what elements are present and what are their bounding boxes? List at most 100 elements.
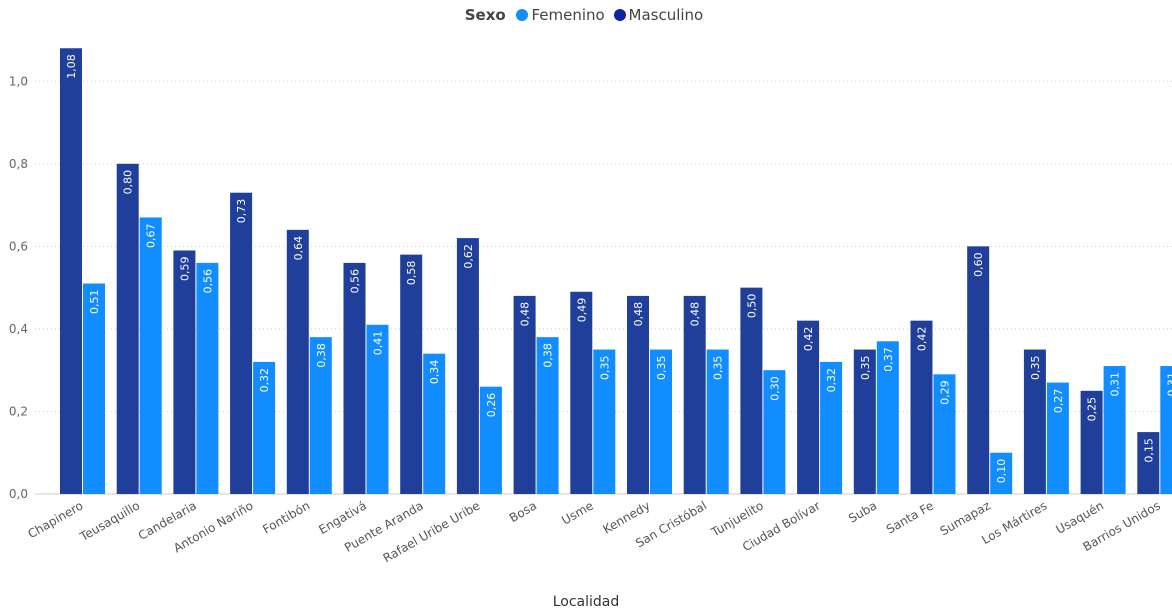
data-label-masculino: 0,25 [1086, 397, 1099, 422]
data-label-masculino: 0,48 [632, 302, 645, 327]
data-label-femenino: 0,32 [258, 368, 271, 393]
data-label-femenino: 0,32 [825, 368, 838, 393]
data-label-masculino: 0,50 [745, 294, 758, 319]
bar-masculino [1080, 390, 1103, 494]
data-label-femenino: 0,35 [712, 356, 725, 381]
bar-masculino [853, 349, 876, 494]
data-label-femenino: 0,34 [428, 360, 441, 385]
bar-femenino [990, 452, 1013, 494]
data-label-femenino: 0,31 [1165, 372, 1172, 397]
bar-femenino [593, 349, 616, 494]
data-label-femenino: 0,10 [995, 459, 1008, 484]
bar-masculino [513, 295, 536, 494]
bar-masculino [740, 287, 763, 494]
data-label-masculino: 0,80 [122, 170, 135, 195]
bar-masculino [456, 238, 479, 494]
bar-femenino [83, 283, 105, 494]
data-label-masculino: 0,49 [575, 298, 588, 323]
y-tick-label: 1,0 [9, 74, 28, 88]
x-tick-label: Santa Fe [884, 498, 936, 536]
data-label-femenino: 0,56 [201, 269, 214, 294]
data-label-femenino: 0,38 [542, 343, 555, 368]
x-tick-label: Fontibón [260, 498, 312, 536]
data-label-femenino: 0,67 [145, 223, 158, 248]
data-label-femenino: 0,38 [315, 343, 328, 368]
x-tick-label: Usme [559, 498, 596, 527]
data-label-femenino: 0,51 [88, 290, 101, 315]
x-axis-title: Localidad [552, 594, 620, 610]
bar-masculino [967, 246, 990, 494]
bar-femenino [139, 217, 162, 495]
bar-masculino [173, 250, 196, 494]
data-label-masculino: 0,62 [462, 244, 475, 268]
data-label-masculino: 0,15 [1142, 438, 1155, 463]
legend: Sexo Femenino Masculino [0, 6, 1172, 24]
data-label-masculino: 0,48 [519, 302, 532, 327]
bar-femenino [366, 324, 389, 494]
bar-masculino [683, 295, 706, 494]
bar-femenino [479, 386, 502, 494]
x-tick-label: Chapinero [25, 498, 85, 541]
bar-femenino [536, 337, 559, 494]
y-tick-label: 0,4 [9, 322, 28, 336]
y-tick-label: 0,6 [9, 239, 28, 253]
bar-masculino [230, 192, 253, 494]
bar-masculino [1023, 349, 1046, 494]
bar-chart: 0,0 0,2 0,4 0,6 0,8 1,0 1,08 0,51 Chapinero 0,80 0… [9, 48, 1172, 565]
bar-masculino [60, 48, 82, 494]
legend-swatch-masculino [613, 9, 626, 21]
legend-item-femenino[interactable]: Femenino [516, 6, 609, 24]
data-label-masculino: 0,35 [1029, 356, 1042, 381]
x-tick-label: Teusaquillo [77, 498, 142, 544]
data-label-masculino: 0,56 [349, 269, 362, 294]
legend-swatch-femenino [516, 9, 529, 21]
y-tick-label: 0,2 [9, 404, 28, 418]
legend-title: Sexo [464, 6, 506, 24]
data-label-masculino: 0,64 [292, 236, 305, 261]
data-label-femenino: 0,35 [655, 356, 668, 381]
bar-femenino [933, 374, 956, 494]
y-tick-label: 0,8 [9, 157, 28, 171]
bar-femenino [1046, 382, 1069, 494]
data-label-femenino: 0,27 [1052, 389, 1065, 414]
x-tick-label: Bosa [507, 498, 539, 525]
data-label-masculino: 0,59 [178, 256, 191, 281]
y-tick-label: 0,0 [9, 487, 28, 501]
data-label-masculino: 0,35 [859, 356, 872, 381]
bar-masculino [400, 254, 423, 494]
data-label-femenino: 0,41 [372, 331, 385, 356]
bar-masculino [570, 291, 593, 494]
bar-femenino [309, 337, 332, 494]
bar-masculino [286, 229, 309, 494]
data-label-femenino: 0,37 [882, 347, 895, 372]
legend-label-masculino: Masculino [628, 6, 704, 24]
data-label-femenino: 0,29 [939, 380, 952, 405]
x-tick-label: Rafael Uribe Uribe [381, 498, 483, 565]
bar-femenino [876, 341, 899, 494]
data-label-masculino: 0,48 [689, 302, 702, 327]
bar-femenino [706, 349, 729, 494]
data-label-masculino: 0,42 [916, 327, 929, 352]
bar-femenino [1160, 366, 1172, 494]
bar-femenino [1103, 366, 1126, 494]
bar-femenino [820, 361, 843, 494]
bar-masculino [1137, 432, 1160, 494]
data-label-femenino: 0,30 [768, 376, 781, 401]
data-label-masculino: 1,08 [65, 54, 78, 79]
data-label-masculino: 0,60 [972, 252, 985, 277]
data-label-femenino: 0,35 [598, 356, 611, 381]
data-label-femenino: 0,26 [485, 393, 498, 418]
bar-masculino [910, 320, 933, 494]
bar-femenino [763, 370, 786, 494]
bar-femenino [650, 349, 672, 494]
legend-label-femenino: Femenino [531, 6, 605, 24]
bar-femenino [423, 353, 446, 494]
bar-masculino [797, 320, 820, 494]
legend-item-masculino[interactable]: Masculino [613, 6, 704, 24]
data-label-femenino: 0,31 [1109, 372, 1122, 397]
bar-masculino [116, 163, 139, 494]
bar-masculino [343, 262, 366, 494]
bar-masculino [627, 295, 649, 494]
bar-femenino [196, 262, 219, 494]
data-label-masculino: 0,73 [235, 199, 248, 224]
